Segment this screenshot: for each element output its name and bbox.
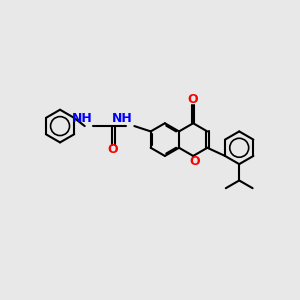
Text: O: O [188, 93, 199, 106]
Text: NH: NH [72, 112, 93, 124]
Text: O: O [189, 155, 200, 168]
Text: NH: NH [112, 112, 133, 124]
Text: O: O [108, 143, 118, 156]
